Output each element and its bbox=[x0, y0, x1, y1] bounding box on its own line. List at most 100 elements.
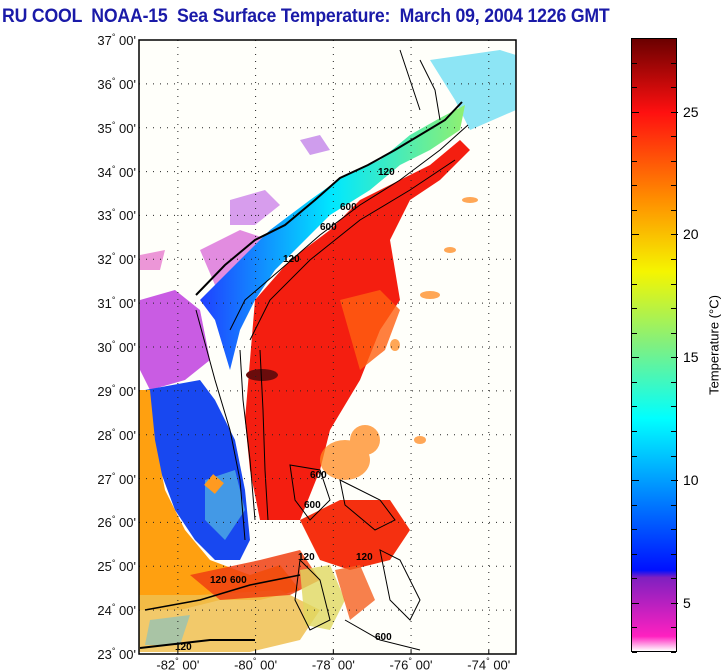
min-value: 00' bbox=[119, 164, 136, 180]
deg-value: -80 bbox=[234, 657, 253, 672]
min-value: 00' bbox=[119, 559, 136, 575]
min-value: 00' bbox=[119, 77, 136, 93]
latitude-tick-label: 23° 00' bbox=[97, 645, 136, 663]
colorbar-minor-tick bbox=[632, 406, 637, 408]
contour-label: 600 bbox=[375, 632, 392, 643]
deg-value: 34 bbox=[97, 164, 112, 180]
latitude-tick-label: 26° 00' bbox=[97, 514, 136, 531]
colorbar-minor-tick bbox=[632, 332, 637, 334]
latitude-tick-label: 24° 00' bbox=[97, 601, 136, 619]
colorbar-minor-tick bbox=[632, 504, 637, 506]
deg-value: -82 bbox=[156, 657, 176, 672]
latitude-tick-label: 33° 00' bbox=[97, 207, 136, 224]
colorbar-minor-tick bbox=[632, 455, 637, 457]
colorbar-tick-label: 15 bbox=[683, 349, 699, 366]
scattered-sst-patches bbox=[320, 197, 478, 480]
latitude-tick-label: 34° 00' bbox=[97, 163, 136, 180]
latitude-tick-label: 29° 00' bbox=[97, 382, 136, 400]
colorbar-minor-tick bbox=[632, 209, 637, 211]
deg-value: 37 bbox=[97, 33, 112, 49]
deg-value: 28 bbox=[97, 427, 112, 443]
colorbar-minor-tick bbox=[632, 38, 637, 39]
colorbar-minor-tick bbox=[671, 627, 676, 629]
colorbar-minor-tick bbox=[632, 652, 637, 653]
colorbar-minor-tick bbox=[632, 259, 637, 261]
deg-value: -76 bbox=[389, 657, 409, 672]
colorbar-minor-tick bbox=[671, 136, 676, 138]
colorbar-minor-tick bbox=[632, 602, 639, 604]
colorbar-minor-tick bbox=[671, 111, 678, 113]
colorbar-minor-tick bbox=[671, 62, 676, 64]
colorbar-minor-tick bbox=[671, 529, 676, 531]
colorbar-minor-tick bbox=[632, 430, 637, 432]
contour-label: 120 bbox=[356, 552, 373, 563]
chart-title: RU COOL NOAA-15 Sea Surface Temperature:… bbox=[2, 6, 610, 27]
contour-label: 600 bbox=[304, 500, 321, 511]
colorbar-minor-tick bbox=[671, 480, 678, 482]
latitude-tick-label: 32° 00' bbox=[97, 251, 136, 268]
contour-label: 120 bbox=[378, 167, 395, 178]
deg-value: 30 bbox=[97, 340, 112, 356]
colorbar-minor-tick bbox=[671, 332, 676, 334]
colorbar-tick-label: 10 bbox=[683, 472, 699, 489]
min-value: 00' bbox=[119, 384, 136, 400]
colorbar-label: Temperature (°C) bbox=[706, 295, 722, 395]
min-value: 00' bbox=[119, 296, 136, 312]
contour-label: 120 bbox=[210, 575, 227, 586]
gulf-of-mexico bbox=[139, 390, 300, 610]
min-value: 00' bbox=[119, 120, 136, 136]
colorbar-minor-tick bbox=[632, 136, 637, 138]
colorbar-minor-tick bbox=[632, 381, 637, 383]
contour-label: 600 bbox=[340, 202, 357, 213]
colorbar-minor-tick bbox=[632, 627, 637, 629]
colorbar-minor-tick bbox=[671, 38, 676, 39]
deg-value: 27 bbox=[97, 471, 112, 487]
min-value: 00' bbox=[119, 208, 136, 224]
deg-value: 29 bbox=[97, 384, 112, 400]
min-value: 00' bbox=[119, 603, 136, 619]
latitude-tick-label: 31° 00' bbox=[97, 294, 136, 312]
contour-label: 120 bbox=[283, 254, 300, 265]
colorbar-tick-label: 25 bbox=[683, 103, 699, 120]
latitude-tick-label: 28° 00' bbox=[97, 426, 136, 443]
colorbar-minor-tick bbox=[671, 553, 676, 555]
min-value: 00' bbox=[260, 657, 278, 672]
colorbar-minor-tick bbox=[632, 283, 637, 285]
map-frame bbox=[138, 39, 517, 655]
colorbar-tick-label: 5 bbox=[683, 594, 691, 611]
colorbar-minor-tick bbox=[671, 430, 676, 432]
colorbar bbox=[631, 38, 677, 652]
deg-value: 25 bbox=[97, 559, 112, 575]
longitude-tick-label: -74° 00' bbox=[467, 656, 511, 672]
colorbar-minor-tick bbox=[671, 602, 678, 604]
min-value: 00' bbox=[119, 427, 136, 443]
graticule bbox=[139, 40, 516, 654]
colorbar-minor-tick bbox=[671, 308, 676, 310]
colorbar-minor-tick bbox=[632, 111, 639, 113]
deg-value: 32 bbox=[97, 252, 112, 268]
min-value: 00' bbox=[119, 515, 136, 531]
contour-labels: 120 600 120 600 120 600 120 600 600 120 … bbox=[175, 167, 395, 653]
latitude-tick-label: 37° 00' bbox=[97, 31, 136, 49]
colorbar-tick-label: 20 bbox=[683, 226, 699, 243]
deg-value: 26 bbox=[97, 515, 112, 531]
colorbar-minor-tick bbox=[671, 578, 676, 580]
shelf-cool-water bbox=[200, 105, 465, 370]
deg-value: 23 bbox=[97, 647, 112, 663]
longitude-tick-label: -80° 00' bbox=[234, 656, 278, 672]
axis-ticks bbox=[177, 650, 490, 654]
min-value: 00' bbox=[119, 33, 136, 49]
latitude-tick-label: 25° 00' bbox=[97, 558, 136, 575]
colorbar-minor-tick bbox=[671, 234, 678, 236]
contour-label: 600 bbox=[310, 470, 327, 481]
colorbar-minor-tick bbox=[632, 529, 637, 531]
contours bbox=[139, 49, 469, 651]
latitude-tick-label: 35° 00' bbox=[97, 119, 136, 136]
longitude-tick-label: -78° 00' bbox=[311, 656, 355, 672]
min-value: 00' bbox=[493, 657, 511, 672]
deg-value: 24 bbox=[97, 603, 112, 619]
colorbar-minor-tick bbox=[671, 87, 676, 89]
longitude-tick-label: -82° 00' bbox=[156, 656, 200, 672]
deg-value: -78 bbox=[311, 657, 331, 672]
contour-label: 120 bbox=[175, 642, 192, 653]
